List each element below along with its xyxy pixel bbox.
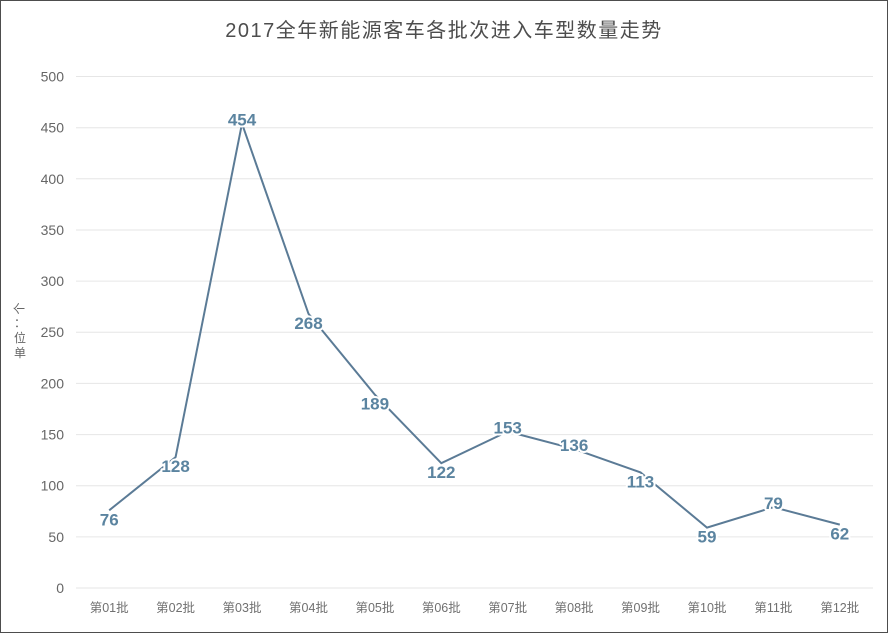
svg-text:50: 50: [48, 529, 64, 545]
svg-text:59: 59: [698, 528, 717, 547]
svg-text:450: 450: [41, 120, 65, 136]
svg-text:第03批: 第03批: [223, 600, 262, 615]
svg-text:第02批: 第02批: [156, 600, 195, 615]
svg-text:250: 250: [41, 324, 65, 340]
svg-text:153: 153: [494, 419, 522, 438]
svg-text:第04批: 第04批: [289, 600, 328, 615]
svg-text:第10批: 第10批: [688, 600, 727, 615]
svg-text:113: 113: [627, 472, 654, 491]
svg-text:500: 500: [41, 69, 65, 85]
svg-text:76: 76: [100, 510, 119, 529]
svg-text:268: 268: [294, 314, 322, 333]
svg-text:454: 454: [228, 111, 257, 130]
svg-text:122: 122: [427, 463, 455, 482]
svg-text:100: 100: [41, 478, 65, 494]
svg-text:第08批: 第08批: [555, 600, 594, 615]
svg-text:第09批: 第09批: [621, 600, 660, 615]
svg-text:189: 189: [361, 395, 389, 414]
svg-text:第05批: 第05批: [355, 600, 394, 615]
svg-text:第12批: 第12批: [820, 600, 859, 615]
svg-text:0: 0: [56, 580, 64, 596]
svg-text:128: 128: [161, 457, 189, 476]
svg-text:150: 150: [41, 427, 65, 443]
svg-text:第11批: 第11批: [754, 600, 792, 615]
svg-text:350: 350: [41, 222, 65, 238]
svg-text:79: 79: [764, 494, 783, 513]
svg-text:300: 300: [41, 273, 65, 289]
svg-text:400: 400: [41, 171, 65, 187]
svg-text:200: 200: [41, 375, 65, 391]
svg-text:136: 136: [560, 436, 588, 455]
svg-text:第01批: 第01批: [90, 600, 129, 615]
svg-text:第07批: 第07批: [488, 600, 527, 615]
svg-text:62: 62: [830, 525, 849, 544]
svg-text:第06批: 第06批: [422, 600, 461, 615]
